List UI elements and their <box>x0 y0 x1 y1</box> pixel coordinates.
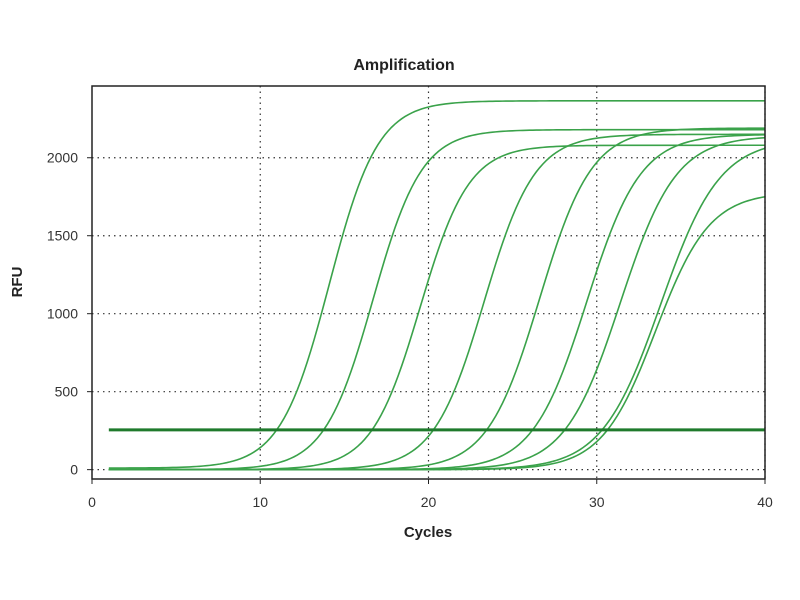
amplification-curve <box>108 195 766 471</box>
y-axis-label: RFU <box>9 267 26 298</box>
amplification-curve <box>108 144 765 471</box>
x-tick-label: 20 <box>421 494 437 510</box>
y-tick-label: 0 <box>70 462 78 478</box>
series-layer <box>108 100 766 471</box>
x-axis-label: Cycles <box>404 524 452 541</box>
y-tick-label: 500 <box>55 384 79 400</box>
amplification-curve <box>108 127 766 471</box>
y-tick-label: 2000 <box>47 150 78 166</box>
amplification-curve <box>108 147 766 471</box>
amplification-curve <box>108 100 765 469</box>
chart-title: Amplification <box>353 57 454 74</box>
y-tick-label: 1500 <box>47 228 78 244</box>
y-tick-label: 1000 <box>47 306 78 322</box>
x-tick-label: 30 <box>589 494 605 510</box>
x-tick-label: 10 <box>252 494 268 510</box>
x-tick-label: 0 <box>88 494 96 510</box>
x-tick-label: 40 <box>757 494 773 510</box>
tick-layer: 0 10 20 30 40 0 500 1000 1500 2000 <box>47 150 773 510</box>
amplification-curve <box>108 128 765 471</box>
